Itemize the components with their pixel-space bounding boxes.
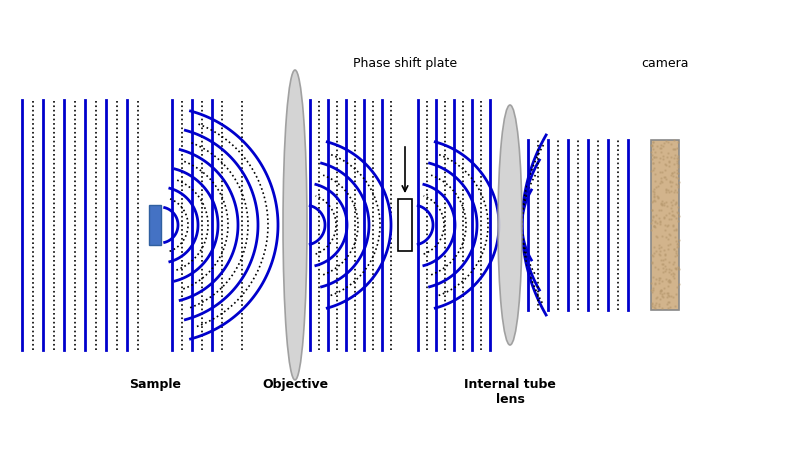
- Text: camera: camera: [642, 57, 689, 70]
- Ellipse shape: [283, 70, 307, 380]
- Text: Objective: Objective: [262, 378, 328, 391]
- Ellipse shape: [498, 105, 522, 345]
- Bar: [149, 205, 161, 245]
- Bar: [651, 140, 679, 310]
- Text: Sample: Sample: [129, 378, 181, 391]
- Bar: [398, 199, 412, 251]
- Text: Phase shift plate: Phase shift plate: [353, 57, 457, 70]
- Text: Internal tube
lens: Internal tube lens: [464, 378, 556, 406]
